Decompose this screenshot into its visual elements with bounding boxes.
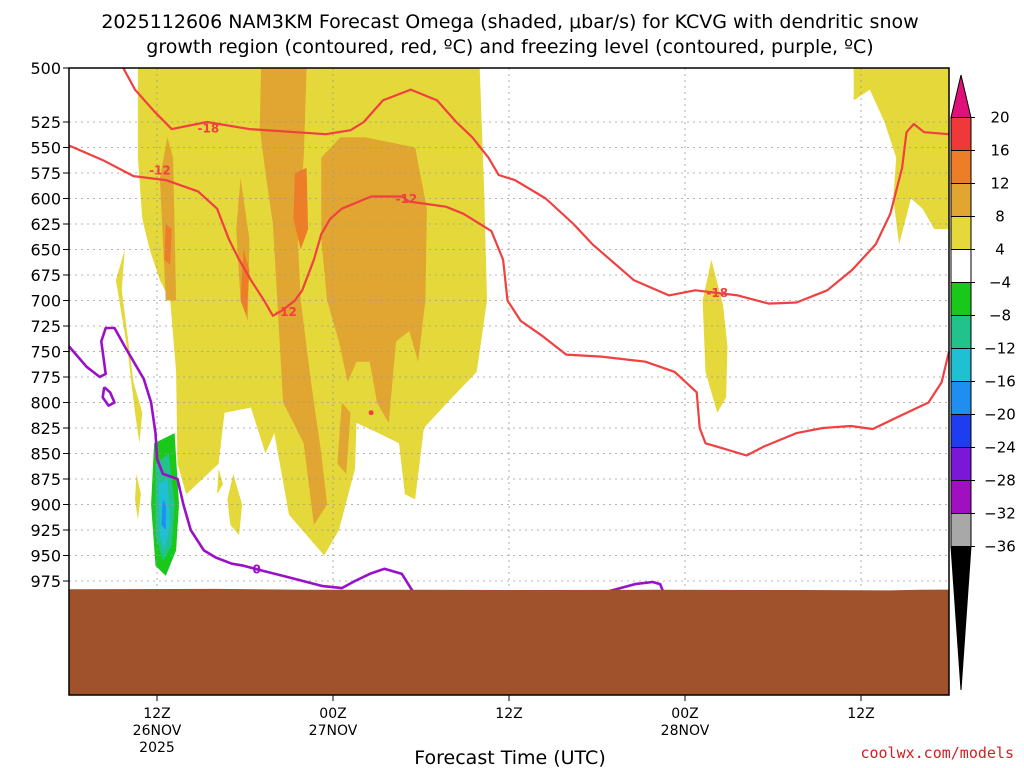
snow-growth-contour-layer xyxy=(68,67,951,457)
colorbar-bin-3 xyxy=(950,183,972,217)
y-tick-label-575: 575 xyxy=(30,164,61,183)
y-tick-label-775: 775 xyxy=(30,368,61,387)
colorbar-bin-8 xyxy=(950,348,972,382)
omega-region-_20_16-18 xyxy=(161,499,166,530)
x-tick-label-4: 12Z xyxy=(847,706,874,722)
snow-growth-label-2: -12 xyxy=(395,192,417,206)
colorbar-tick-label--20: −20 xyxy=(984,406,1016,424)
y-tick-label-750: 750 xyxy=(30,343,61,362)
y-tick-label-500: 500 xyxy=(30,59,61,78)
contour-label-layer: -18 -12 -12 -12 -18 0 xyxy=(149,122,728,577)
omega-region-12_16-12 xyxy=(293,167,309,250)
colorbar-bin-5 xyxy=(950,249,972,283)
freezing-level-label-0: 0 xyxy=(253,562,261,576)
freezing-level-contour-0 xyxy=(68,326,417,596)
terrain-surface xyxy=(69,588,949,695)
y-tick-label-800: 800 xyxy=(30,394,61,413)
colorbar-bin-9 xyxy=(950,381,972,415)
y-tick-label-975: 975 xyxy=(30,572,61,591)
omega-region-4_8-3 xyxy=(227,473,243,536)
plot-area: -18 -12 -12 -12 -18 0 xyxy=(68,67,951,696)
y-tick-label-700: 700 xyxy=(30,292,61,311)
colorbar-tick-label--36: −36 xyxy=(984,538,1016,556)
omega-region-4_8-4 xyxy=(217,468,223,495)
colorbar-bin-6 xyxy=(950,282,972,316)
colorbar-tick-label-20: 20 xyxy=(990,109,1009,127)
colorbar-bin-1 xyxy=(950,117,972,151)
colorbar-bin-12 xyxy=(950,480,972,514)
snow-growth-small-0 xyxy=(368,410,374,416)
colorbar-bin-2 xyxy=(950,150,972,184)
y-tick-label-875: 875 xyxy=(30,470,61,489)
x-tick-date-1: 27NOV xyxy=(309,723,358,739)
colorbar-tick-label--28: −28 xyxy=(984,472,1016,490)
snow-growth-contour-1 xyxy=(68,144,951,457)
terrain-layer xyxy=(69,588,949,695)
freezing-level-contour-1 xyxy=(101,386,116,407)
colorbar-bin-0 xyxy=(950,74,972,118)
y-axis: 500 525 550 575 600 625 650 675 700 725 750 775 800 8… xyxy=(30,59,69,591)
omega-region-4_8-1 xyxy=(115,249,143,444)
omega-region-8_12-7 xyxy=(259,68,328,525)
snow-growth-label-4: -18 xyxy=(706,286,728,300)
omega-region-12_16-13 xyxy=(164,224,172,265)
y-tick-label-600: 600 xyxy=(30,190,61,209)
snow-growth-label-0: -18 xyxy=(197,122,219,136)
credit-text: coolwx.com/models xyxy=(860,744,1014,762)
y-tick-label-650: 650 xyxy=(30,241,61,260)
colorbar-tick-label--4: −4 xyxy=(989,274,1011,292)
colorbar-bin-4 xyxy=(950,216,972,250)
y-tick-label-825: 825 xyxy=(30,419,61,438)
colorbar-tick-label-12: 12 xyxy=(990,175,1009,193)
colorbar-bin-7 xyxy=(950,315,972,349)
colorbar-tick-label--12: −12 xyxy=(984,340,1016,358)
x-axis-label: Forecast Time (UTC) xyxy=(414,747,605,768)
omega-region-4_8-2 xyxy=(135,473,141,520)
colorbar-tick-label--16: −16 xyxy=(984,373,1016,391)
y-tick-label-925: 925 xyxy=(30,521,61,540)
omega-region-8_12-9 xyxy=(337,402,351,474)
colorbar-tick-label--32: −32 xyxy=(984,505,1016,523)
chart-title-line-2: growth region (contoured, red, ºC) and f… xyxy=(146,36,873,58)
omega-region-4_8-6 xyxy=(853,68,949,245)
omega-region-8_12-10 xyxy=(159,137,177,301)
colorbar-tick-label--8: −8 xyxy=(989,307,1011,325)
omega-region-4_8-5 xyxy=(702,259,728,413)
colorbar-bin-10 xyxy=(950,414,972,448)
y-tick-label-525: 525 xyxy=(30,113,61,132)
y-tick-label-950: 950 xyxy=(30,547,61,566)
x-tick-year-0: 2025 xyxy=(139,740,175,756)
x-tick-date-0: 26NOV xyxy=(133,723,182,739)
omega-region-8_12-8 xyxy=(321,137,427,423)
colorbar-bin-14 xyxy=(950,546,972,691)
colorbar-bin-11 xyxy=(950,447,972,481)
x-tick-label-3: 00Z xyxy=(671,706,698,722)
y-tick-label-850: 850 xyxy=(30,445,61,464)
x-tick-label-2: 12Z xyxy=(495,706,522,722)
snow-growth-contour-0 xyxy=(122,67,950,305)
colorbar-tick-label--24: −24 xyxy=(984,439,1016,457)
omega-shading-layer xyxy=(115,68,949,576)
y-tick-label-675: 675 xyxy=(30,266,61,285)
y-tick-label-725: 725 xyxy=(30,317,61,336)
chart-title-line-1: 2025112606 NAM3KM Forecast Omega (shaded… xyxy=(101,11,918,33)
x-tick-label-0: 12Z xyxy=(143,706,170,722)
x-tick-date-3: 28NOV xyxy=(661,723,710,739)
colorbar: 20 16 12 8 4 −4 −8 −12 −16 −20 −24 −28 −32 −36 xyxy=(950,74,1016,691)
y-tick-label-900: 900 xyxy=(30,496,61,515)
y-tick-label-550: 550 xyxy=(30,139,61,158)
y-tick-label-625: 625 xyxy=(30,215,61,234)
colorbar-tick-label-8: 8 xyxy=(995,208,1005,226)
x-tick-label-1: 00Z xyxy=(319,706,346,722)
snow-growth-label-3: -12 xyxy=(275,305,297,319)
colorbar-tick-label-16: 16 xyxy=(990,142,1009,160)
colorbar-tick-label-4: 4 xyxy=(995,241,1005,259)
colorbar-bin-13 xyxy=(950,513,972,547)
snow-growth-label-1: -12 xyxy=(149,163,171,177)
